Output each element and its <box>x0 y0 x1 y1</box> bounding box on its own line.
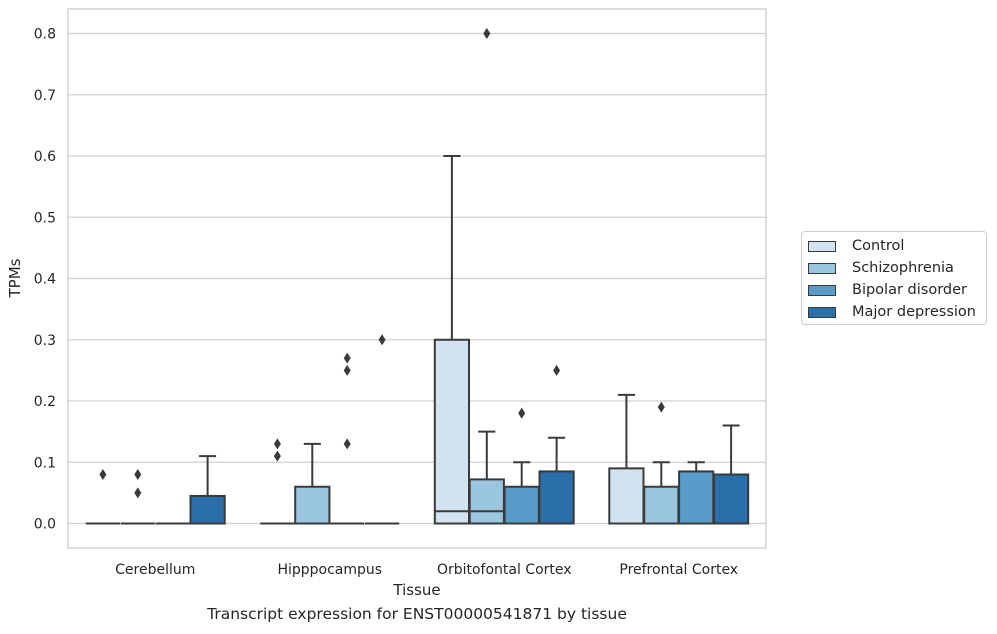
x-tick-labels: Cerebellum Hipppocampus Orbitofontal Corte… <box>115 562 738 578</box>
box-body <box>678 470 715 525</box>
y-tick-labels: 0.0 0.1 0.2 0.3 0.4 0.5 0.6 0.7 0.8 <box>34 27 56 533</box>
outlier-point <box>343 438 351 450</box>
box-bipolar-disorder <box>330 352 365 525</box>
box-bipolar-disorder <box>678 461 715 525</box>
plot-frame <box>67 8 767 549</box>
box-body <box>433 338 471 525</box>
box-schizophrenia <box>294 442 331 525</box>
box-control <box>85 469 121 525</box>
y-tick-label: 0.8 <box>34 27 56 43</box>
x-tick-label: Prefrontal Cortex <box>619 562 738 578</box>
boxes <box>85 28 750 525</box>
legend-item-control: Control <box>808 236 904 256</box>
outlier-point <box>273 438 281 450</box>
outlier-point <box>518 407 526 419</box>
outlier-point <box>657 401 665 413</box>
legend-item-schizophrenia: Schizophrenia <box>808 258 954 278</box>
box-control <box>260 438 295 525</box>
box-major-depression <box>712 424 750 525</box>
legend-item-bipolar-disorder: Bipolar disorder <box>808 280 967 300</box>
outlier-point <box>343 352 351 364</box>
x-tick-label: Hipppocampus <box>277 562 382 578</box>
y-tick-label: 0.6 <box>34 149 56 165</box>
x-axis-label: Tissue <box>392 581 440 599</box>
box-bipolar-disorder <box>503 407 540 525</box>
box-body <box>712 473 750 525</box>
outlier-point <box>378 334 386 346</box>
box-body <box>294 485 331 525</box>
y-tick-label: 0.7 <box>34 88 56 104</box>
box-schizophrenia <box>120 469 155 525</box>
legend-label-major-depression: Major depression <box>852 304 976 320</box>
chart-caption: Transcript expression for ENST0000054187… <box>207 605 627 623</box>
legend-label-control: Control <box>852 238 905 254</box>
box-body <box>503 485 540 525</box>
box-major-depression <box>364 334 400 525</box>
box-body <box>608 467 645 525</box>
box-major-depression <box>538 364 575 525</box>
box-major-depression <box>189 455 226 525</box>
y-tick-label: 0.1 <box>34 455 56 471</box>
box-body <box>468 478 505 525</box>
x-tick-label: Orbitofontal Cortex <box>437 562 572 578</box>
legend-label-schizophrenia: Schizophrenia <box>852 260 954 276</box>
y-axis-label: TPMs <box>6 258 24 298</box>
outlier-point <box>483 28 491 39</box>
box-body <box>643 485 680 525</box>
y-tick-label: 0.2 <box>34 394 56 410</box>
legend: Control Schizophrenia Bipolar disorder M… <box>801 231 987 325</box>
outlier-point <box>134 469 142 480</box>
outlier-point <box>134 487 142 499</box>
y-tick-label: 0.3 <box>34 333 56 349</box>
y-tick-label: 0.0 <box>34 517 56 533</box>
box-body <box>538 470 575 525</box>
box-body <box>189 494 226 525</box>
legend-swatch-schizophrenia <box>808 262 836 274</box>
outlier-point <box>343 364 351 376</box>
outlier-point <box>273 450 281 462</box>
legend-swatch-bipolar-disorder <box>808 284 836 296</box>
y-tick-label: 0.5 <box>34 210 56 226</box>
y-tick-label: 0.4 <box>34 272 56 288</box>
legend-label-bipolar-disorder: Bipolar disorder <box>852 282 967 298</box>
outlier-point <box>99 469 107 480</box>
x-tick-label: Cerebellum <box>115 562 195 578</box>
legend-item-major-depression: Major depression <box>808 302 976 322</box>
legend-swatch-major-depression <box>808 306 836 318</box>
outlier-point <box>553 364 561 376</box>
legend-swatch-control <box>808 240 836 252</box>
box-control <box>433 155 471 525</box>
